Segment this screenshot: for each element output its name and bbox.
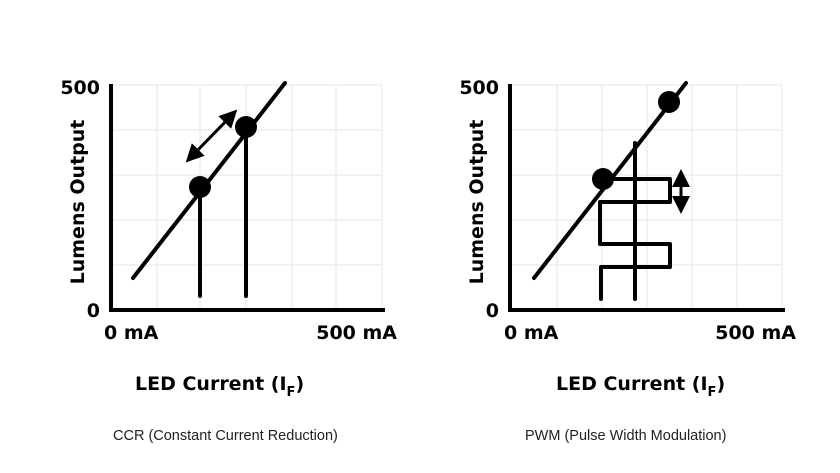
ccr-high-point (235, 116, 257, 138)
pwm-grid (510, 84, 783, 310)
pwm-square-wave (598, 177, 672, 301)
pwm-max-point (658, 91, 680, 113)
ccr-adjust-arrow-icon (185, 109, 238, 163)
pwm-y-max: 500 (459, 77, 499, 99)
pwm-x-max: 500 mA (715, 322, 796, 344)
ccr-x-min: 0 mA (104, 322, 159, 344)
pwm-y-axis-label: Lumens Output (466, 120, 488, 285)
ccr-y-max: 500 (60, 77, 100, 99)
pwm-caption: PWM (Pulse Width Modulation) (525, 428, 726, 444)
pwm-panel: 500 0 Lumens Output 0 mA 500 mA LED Curr… (459, 77, 796, 444)
ccr-x-max: 500 mA (316, 322, 397, 344)
pwm-axes (508, 84, 785, 312)
ccr-axes (109, 84, 385, 312)
pwm-y-min: 0 (486, 300, 499, 322)
ccr-caption: CCR (Constant Current Reduction) (113, 428, 338, 444)
ccr-x-axis-label: LED Current (IF) (135, 373, 304, 400)
pwm-x-axis-label: LED Current (IF) (556, 373, 725, 400)
pwm-x-min: 0 mA (504, 322, 559, 344)
ccr-low-point (189, 176, 211, 198)
pwm-on-point (592, 168, 614, 190)
ccr-y-axis-label: Lumens Output (67, 120, 89, 285)
ccr-lumens-curve (131, 81, 287, 280)
ccr-panel: 500 0 Lumens Output 0 mA 500 mA LED Curr… (60, 77, 397, 444)
ccr-y-min: 0 (87, 300, 100, 322)
